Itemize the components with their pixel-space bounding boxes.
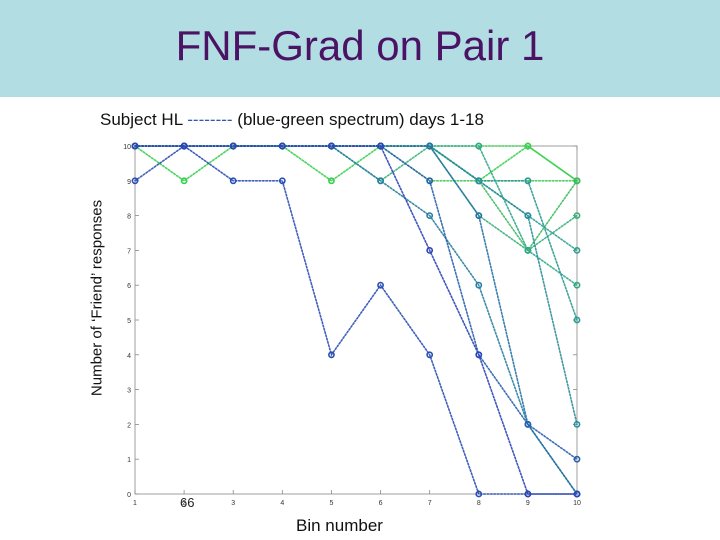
data-point <box>573 281 581 289</box>
x-tick-label: 2 <box>182 500 186 507</box>
data-point <box>573 420 581 428</box>
chart-series <box>131 142 581 498</box>
data-point <box>426 246 434 254</box>
x-tick-label: 8 <box>477 500 481 507</box>
series-line <box>134 145 578 461</box>
data-point <box>328 351 335 359</box>
data-point <box>573 177 581 185</box>
data-point <box>524 177 532 185</box>
y-tick-label: 2 <box>127 422 131 429</box>
y-tick-label: 4 <box>127 353 131 360</box>
data-point <box>524 142 532 150</box>
x-tick-label: 5 <box>329 500 333 507</box>
data-point <box>377 177 384 185</box>
data-point <box>131 177 139 185</box>
slide-title: FNF-Grad on Pair 1 <box>175 22 545 69</box>
title-banner <box>0 0 720 97</box>
y-tick-label: 8 <box>127 214 131 221</box>
data-point <box>180 142 188 150</box>
y-tick-label: 3 <box>127 388 131 395</box>
x-tick-label: 1 <box>133 500 137 507</box>
y-tick-label: 0 <box>127 492 131 499</box>
data-point <box>524 490 532 498</box>
data-point <box>426 212 434 219</box>
slide-number: 66 <box>180 495 195 510</box>
data-point <box>475 142 483 150</box>
y-tick-label: 5 <box>127 318 131 325</box>
series-line <box>134 145 578 252</box>
series-line <box>134 145 578 252</box>
subtitle-dash: -------- <box>187 110 233 129</box>
data-point <box>426 177 434 185</box>
data-point <box>328 177 335 185</box>
subtitle-description: (blue-green spectrum) days 1-18 <box>237 110 484 129</box>
data-point <box>131 142 139 150</box>
series-line <box>134 144 578 252</box>
data-point <box>573 455 581 463</box>
y-tick-label: 6 <box>127 283 131 290</box>
data-point <box>573 246 581 254</box>
subtitle-subject: Subject HL <box>100 110 183 129</box>
data-point <box>524 212 532 219</box>
data-point <box>475 281 483 289</box>
data-point <box>377 142 384 150</box>
data-point <box>426 142 434 150</box>
y-tick-label: 1 <box>127 457 131 464</box>
data-point <box>475 490 483 498</box>
series-line <box>134 145 578 495</box>
y-tick-label: 10 <box>123 144 131 151</box>
x-tick-label: 7 <box>428 500 432 507</box>
data-point <box>229 177 237 185</box>
x-tick-label: 4 <box>280 500 284 507</box>
data-point <box>475 351 483 359</box>
x-axis-label: Bin number <box>296 516 383 535</box>
data-point <box>573 212 581 219</box>
series-line <box>134 145 578 495</box>
x-tick-label: 3 <box>231 500 235 507</box>
data-point <box>229 142 237 150</box>
data-point <box>180 177 188 185</box>
data-point <box>573 316 581 324</box>
chart-subtitle: Subject HL -------- (blue-green spectrum… <box>100 110 484 130</box>
y-axis-label: Number of ‘Friend’ responses <box>88 199 106 397</box>
data-point <box>475 212 483 219</box>
x-tick-label: 9 <box>526 500 530 507</box>
data-point <box>573 490 581 498</box>
data-point <box>278 142 286 150</box>
series-line <box>134 145 578 426</box>
data-point <box>524 420 532 428</box>
y-tick-label: 7 <box>127 248 131 255</box>
series-line <box>134 145 578 321</box>
series-line <box>134 145 578 287</box>
data-point <box>328 142 335 150</box>
data-point <box>475 177 483 185</box>
x-tick-label: 6 <box>379 500 383 507</box>
data-point <box>426 351 434 359</box>
x-tick-label: 10 <box>573 500 581 507</box>
data-point <box>524 246 532 254</box>
y-tick-label: 9 <box>127 179 131 186</box>
data-point <box>377 281 384 289</box>
data-point <box>278 177 286 185</box>
